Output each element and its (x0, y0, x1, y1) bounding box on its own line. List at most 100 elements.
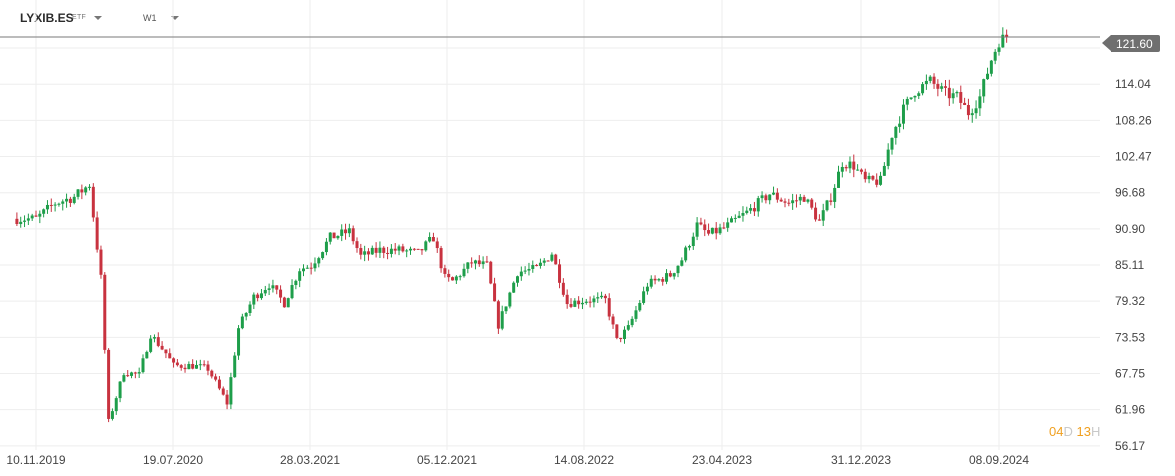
candle-up (680, 260, 684, 266)
candle-up (72, 196, 76, 203)
candle-up (1001, 34, 1005, 48)
candle-countdown: 04D 13H (1049, 424, 1100, 439)
candle-down (653, 278, 657, 281)
candle-down (80, 189, 84, 193)
candle-down (496, 301, 500, 329)
candle-up (837, 171, 840, 188)
candle-down (309, 267, 313, 269)
candle-down (15, 218, 19, 225)
y-tick-label: 102.47 (1115, 150, 1152, 164)
x-tick-label: 19.07.2020 (143, 453, 203, 467)
candle-up (508, 292, 512, 307)
candle-down (99, 249, 103, 275)
candle-down (558, 264, 562, 283)
candle-down (374, 247, 378, 253)
candle-down (944, 86, 947, 88)
y-tick-label: 61.96 (1115, 403, 1145, 417)
candle-up (466, 262, 470, 269)
candle-down (546, 260, 550, 262)
candle-up (84, 187, 88, 193)
chart-grid (0, 0, 1100, 450)
candle-up (271, 285, 275, 289)
interval-selector[interactable]: W1 (143, 13, 157, 23)
candle-down (707, 230, 711, 234)
candle-up (88, 186, 91, 188)
candle-up (118, 381, 122, 399)
candle-down (966, 105, 970, 116)
candle-down (787, 202, 791, 204)
candle-down (829, 200, 833, 202)
candle-up (825, 200, 829, 211)
candle-down (802, 196, 806, 202)
candle-down (420, 249, 424, 251)
candle-down (183, 367, 187, 370)
candle-up (798, 196, 802, 201)
candle-up (791, 200, 795, 204)
candle-up (473, 260, 477, 264)
candle-down (752, 208, 756, 212)
candle-down (485, 261, 489, 263)
countdown-hours-unit: H (1090, 424, 1101, 439)
candle-up (997, 47, 1001, 52)
current-price-tag: 121.60 (1102, 35, 1160, 52)
countdown-days: 04 (1049, 424, 1064, 439)
interval-dropdown-icon[interactable] (171, 16, 179, 20)
candle-down (699, 222, 703, 225)
y-tick-label: 79.32 (1115, 294, 1145, 308)
candle-up (363, 251, 367, 255)
candle-down (1005, 34, 1009, 37)
candle-up (584, 301, 588, 303)
candle-down (871, 175, 875, 180)
candle-up (687, 246, 691, 248)
candle-down (282, 297, 286, 308)
candle-down (366, 251, 370, 255)
candle-up (267, 288, 271, 290)
symbol-dropdown-icon[interactable] (94, 16, 102, 20)
candle-down (783, 201, 787, 203)
candle-down (764, 195, 768, 201)
candle-up (313, 263, 317, 269)
candle-up (978, 96, 982, 109)
candle-up (65, 198, 69, 202)
candle-up (695, 222, 699, 237)
candle-down (932, 76, 936, 84)
candle-down (963, 102, 967, 106)
candle-up (321, 252, 325, 259)
candle-down (668, 273, 672, 277)
candle-up (233, 355, 237, 378)
symbol-name[interactable]: LYXIB.ES (20, 11, 74, 25)
candle-up (252, 294, 256, 305)
candle-down (875, 179, 879, 185)
y-axis: 119.83114.04108.26102.4796.6890.9085.117… (1115, 41, 1152, 453)
price-tag-box (1111, 35, 1160, 52)
candle-up (397, 246, 401, 251)
candle-up (195, 364, 198, 369)
candle-up (573, 300, 577, 307)
candle-down (947, 87, 951, 99)
candle-up (324, 241, 328, 253)
candle-up (940, 86, 944, 89)
candle-up (405, 250, 409, 252)
candle-down (168, 353, 172, 359)
candle-down (355, 241, 359, 249)
y-tick-label: 108.26 (1115, 113, 1152, 127)
candle-up (634, 310, 638, 319)
candle-up (145, 351, 149, 359)
candle-up (913, 95, 917, 98)
candle-up (370, 247, 374, 255)
candle-down (779, 199, 783, 202)
candle-up (244, 313, 248, 317)
candle-up (53, 204, 57, 206)
candle-up (527, 268, 531, 271)
candle-down (814, 207, 818, 220)
candle-up (481, 261, 485, 265)
candle-up (710, 227, 714, 234)
candle-up (901, 104, 905, 124)
candle-down (34, 215, 38, 217)
x-tick-label: 23.04.2023 (692, 453, 752, 467)
candle-up (141, 358, 145, 373)
candle-down (817, 219, 821, 221)
candle-up (592, 298, 596, 303)
candle-up (347, 228, 351, 234)
